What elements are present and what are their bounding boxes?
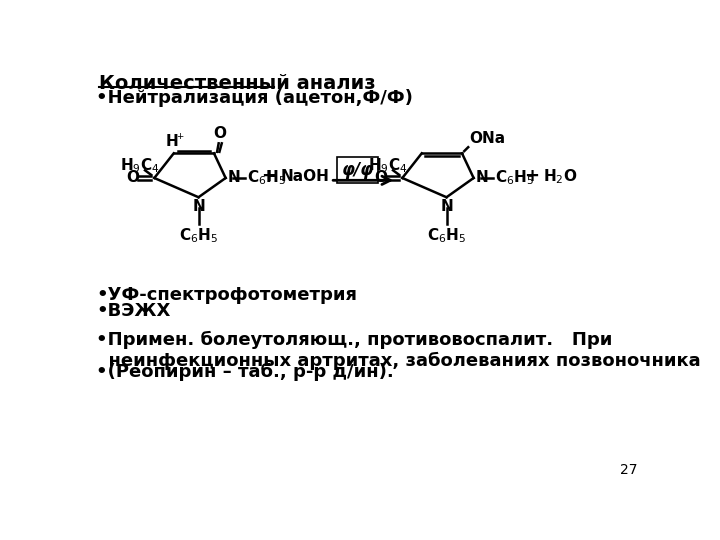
Text: φ/φ: φ/φ — [341, 161, 374, 179]
Text: N: N — [476, 171, 489, 186]
Text: O: O — [374, 171, 387, 186]
Text: •ВЭЖХ: •ВЭЖХ — [96, 302, 171, 320]
Text: 27: 27 — [620, 463, 637, 477]
Text: N: N — [228, 171, 240, 186]
Text: C$_6$H$_5$: C$_6$H$_5$ — [179, 226, 218, 245]
Text: O: O — [126, 171, 139, 186]
Text: H$_9$C$_4$: H$_9$C$_4$ — [120, 156, 160, 175]
Text: H: H — [166, 134, 179, 148]
Text: +: + — [261, 167, 276, 185]
Text: +: + — [524, 167, 539, 185]
Text: $^+$: $^+$ — [175, 133, 185, 146]
Text: C$_6$H$_5$: C$_6$H$_5$ — [246, 168, 286, 187]
Text: C$_6$H$_5$: C$_6$H$_5$ — [427, 226, 466, 245]
Text: •(Реопирин – таб., р-р д/ин).: •(Реопирин – таб., р-р д/ин). — [96, 363, 394, 381]
Text: O: O — [214, 126, 227, 141]
Text: N: N — [440, 199, 453, 214]
Text: H$_9$C$_4$: H$_9$C$_4$ — [368, 156, 408, 175]
Text: NaOH: NaOH — [281, 169, 330, 184]
Text: H$_2$O: H$_2$O — [544, 167, 577, 186]
Text: ONa: ONa — [469, 131, 506, 146]
Text: Количественный анализ: Количественный анализ — [99, 74, 376, 93]
Text: C$_6$H$_5$: C$_6$H$_5$ — [495, 168, 534, 187]
Text: •Примен. болеутоляющ., противовоспалит.   При
  неинфекционных артритах, заболев: •Примен. болеутоляющ., противовоспалит. … — [96, 330, 701, 369]
Text: •УФ-спектрофотометрия: •УФ-спектрофотометрия — [96, 286, 357, 304]
Text: N: N — [192, 199, 205, 214]
Text: •Нейтрализация (ацетон,Ф/Ф): •Нейтрализация (ацетон,Ф/Ф) — [96, 90, 413, 107]
